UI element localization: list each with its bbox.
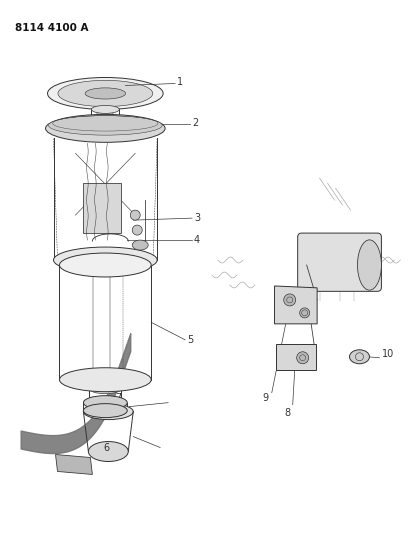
Ellipse shape (60, 368, 151, 392)
Ellipse shape (349, 350, 369, 364)
Ellipse shape (60, 253, 151, 277)
Text: 9: 9 (263, 393, 269, 402)
Circle shape (300, 308, 309, 318)
Ellipse shape (58, 80, 153, 107)
Ellipse shape (132, 240, 148, 250)
Text: 8: 8 (285, 408, 291, 418)
Ellipse shape (358, 240, 381, 290)
Text: 1: 1 (177, 77, 183, 87)
Polygon shape (276, 344, 316, 370)
Bar (97, 111, 113, 122)
Ellipse shape (85, 88, 126, 99)
Ellipse shape (46, 115, 165, 142)
Ellipse shape (88, 441, 128, 462)
Text: 6: 6 (103, 442, 109, 453)
Ellipse shape (83, 395, 127, 410)
Text: 7: 7 (115, 393, 122, 402)
Circle shape (297, 352, 309, 364)
Ellipse shape (48, 77, 163, 109)
Text: 4: 4 (194, 235, 200, 245)
Ellipse shape (83, 403, 133, 419)
Ellipse shape (90, 384, 121, 394)
Polygon shape (55, 455, 92, 474)
Ellipse shape (91, 106, 119, 114)
Text: 5: 5 (187, 335, 193, 345)
Text: 3: 3 (194, 213, 200, 223)
Circle shape (130, 210, 140, 220)
Polygon shape (275, 286, 317, 324)
FancyBboxPatch shape (298, 233, 381, 292)
Text: 8114 4100 A: 8114 4100 A (15, 22, 88, 33)
Ellipse shape (48, 116, 162, 135)
Circle shape (284, 294, 296, 306)
Bar (83, 183, 121, 233)
Text: 10: 10 (382, 349, 395, 359)
Ellipse shape (53, 247, 157, 273)
Ellipse shape (83, 403, 127, 417)
Circle shape (132, 225, 142, 235)
Text: 2: 2 (192, 118, 198, 128)
